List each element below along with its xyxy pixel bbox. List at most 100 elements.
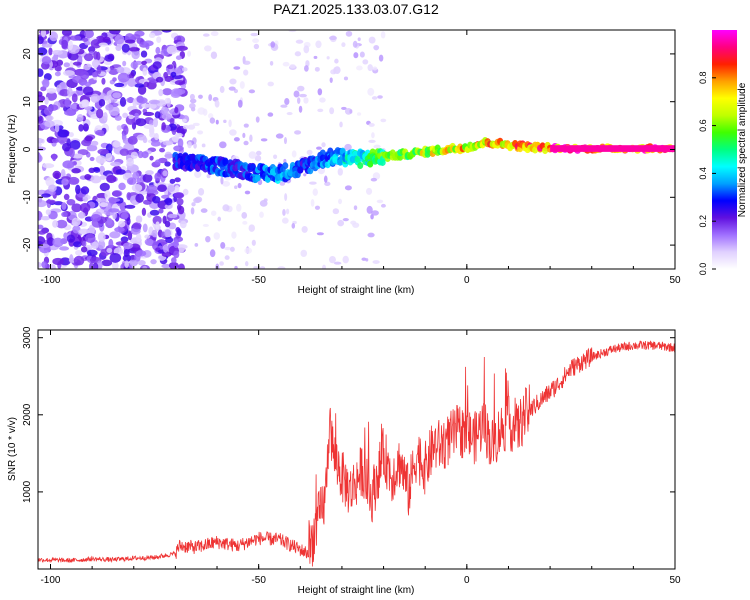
spectrogram-noise-blob: [122, 254, 132, 262]
spectrogram-noise-blob: [122, 112, 128, 118]
spectrogram-noise-blob: [356, 112, 362, 116]
spectrogram-noise-blob: [173, 192, 185, 199]
spectrogram-noise-blob: [250, 32, 259, 37]
spectrogram-noise-blob: [267, 112, 274, 117]
spectrogram-noise-blob: [234, 185, 238, 189]
spectrogram-noise-blob: [141, 151, 149, 159]
spectrogram-noise-blob: [97, 148, 109, 155]
spectrogram-noise-blob: [224, 246, 232, 251]
spectrogram-signal-blob: [542, 147, 549, 155]
spectrogram-noise-blob: [343, 76, 349, 81]
spectrogram-noise-blob: [134, 83, 145, 88]
spectrogram-noise-blob: [219, 141, 227, 149]
spectrogram-noise-blob: [144, 238, 154, 246]
spectrogram-noise-blob: [131, 200, 138, 206]
snr-plot-area: [38, 340, 675, 567]
spectrogram-noise-blob: [339, 121, 343, 128]
spectrogram-noise-blob: [234, 265, 238, 269]
spectrogram-noise-blob: [78, 228, 90, 235]
spectrogram-noise-blob: [215, 119, 219, 125]
spectrogram-noise-blob: [155, 76, 164, 83]
figure-title: PAZ1.2025.133.03.07.G12: [273, 1, 439, 17]
spectrogram-noise-blob: [90, 213, 102, 222]
spectrogram-noise-blob: [322, 264, 326, 269]
spectrogram-noise-blob: [337, 168, 343, 176]
spectrogram-noise-blob: [45, 115, 54, 121]
spectrogram-noise-blob: [112, 92, 121, 99]
spectrogram-noise-blob: [108, 196, 116, 203]
spectrogram-noise-blob: [187, 50, 192, 57]
spectrogram-noise-blob: [373, 45, 380, 51]
spectrogram-noise-blob: [68, 147, 75, 158]
spectrogram-noise-blob: [98, 42, 108, 47]
spectrogram-noise-blob: [84, 30, 94, 39]
spectrogram-noise-blob: [243, 69, 249, 76]
spectrogram-noise-blob: [179, 220, 187, 229]
spectrogram-noise-blob: [111, 190, 122, 197]
spectrogram-noise-blob: [93, 51, 99, 60]
spectrogram-noise-blob: [86, 144, 98, 152]
spectrogram-noise-blob: [63, 232, 68, 239]
spectrogram-noise-blob: [228, 119, 232, 128]
spectrogram-noise-blob: [54, 124, 60, 133]
spectrogram-noise-blob: [69, 139, 81, 150]
spectrogram-noise-blob: [309, 181, 317, 185]
spectrogram-noise-blob: [329, 35, 337, 41]
spectrogram-plot-area: [38, 30, 675, 269]
spectrogram-noise-blob: [202, 108, 208, 116]
spectrogram-noise-blob: [231, 231, 237, 239]
spectrogram-noise-blob: [328, 255, 336, 264]
spectrogram-noise-blob: [370, 213, 374, 220]
spectrogram-noise-blob: [119, 97, 127, 107]
spectrogram-noise-blob: [91, 140, 99, 147]
spectrogram-noise-blob: [122, 60, 127, 67]
spectrogram-noise-blob: [114, 82, 125, 88]
spectrogram-noise-blob: [279, 181, 286, 186]
spectrogram-noise-blob: [210, 210, 217, 216]
spectrogram-noise-blob: [52, 170, 62, 179]
spectrogram-noise-blob: [103, 111, 108, 122]
spectrogram-noise-blob: [99, 202, 108, 208]
spectrogram-noise-blob: [162, 88, 173, 96]
colorbar-tick-label: 0.8: [698, 72, 708, 85]
snr-x-label: Height of straight line (km): [298, 585, 415, 596]
spectrogram-noise-blob: [316, 232, 324, 236]
spectrogram-noise-blob: [38, 36, 44, 45]
colorbar-tick-label: 0.4: [698, 167, 708, 180]
spectrogram-noise-blob: [89, 156, 95, 162]
spectrogram-noise-blob: [377, 95, 383, 99]
spectrogram-noise-blob: [59, 246, 70, 251]
spectrogram-noise-blob: [126, 217, 131, 226]
spectrogram-noise-blob: [365, 258, 369, 262]
spectrogram-noise-blob: [80, 81, 92, 87]
spectrogram-noise-blob: [91, 71, 99, 78]
spectrogram-noise-blob: [67, 40, 74, 51]
spectrogram-noise-blob: [53, 201, 64, 206]
spectrogram-noise-blob: [145, 42, 150, 50]
spectrogram-noise-blob: [38, 236, 46, 245]
x-tick-label: -100: [40, 575, 60, 586]
spectrogram-noise-blob: [345, 30, 353, 37]
spectrogram-noise-blob: [51, 138, 59, 144]
spectrogram-noise-blob: [181, 118, 187, 123]
spectrogram-noise-blob: [175, 227, 181, 233]
spectrogram-noise-blob: [145, 170, 154, 176]
spectrogram-noise-blob: [209, 249, 216, 258]
y-tick-label: 10: [22, 96, 33, 108]
spectrogram-noise-blob: [317, 88, 323, 96]
spectrogram-noise-blob: [293, 90, 300, 98]
spectrogram-noise-blob: [142, 173, 153, 183]
spectrogram-noise-blob: [149, 103, 157, 109]
spectrogram-noise-blob: [208, 94, 213, 101]
spectrogram-noise-blob: [277, 266, 286, 269]
spectrogram-noise-blob: [46, 237, 55, 247]
spectrogram-noise-blob: [135, 193, 145, 203]
spectrogram-noise-blob: [370, 177, 378, 182]
spectrogram-noise-blob: [372, 66, 378, 71]
spectrogram-noise-blob: [249, 134, 253, 143]
y-tick-label: 20: [22, 48, 33, 60]
spectrogram-noise-blob: [126, 97, 135, 103]
spectrogram-noise-blob: [45, 199, 56, 204]
spectrogram-noise-blob: [128, 114, 135, 120]
